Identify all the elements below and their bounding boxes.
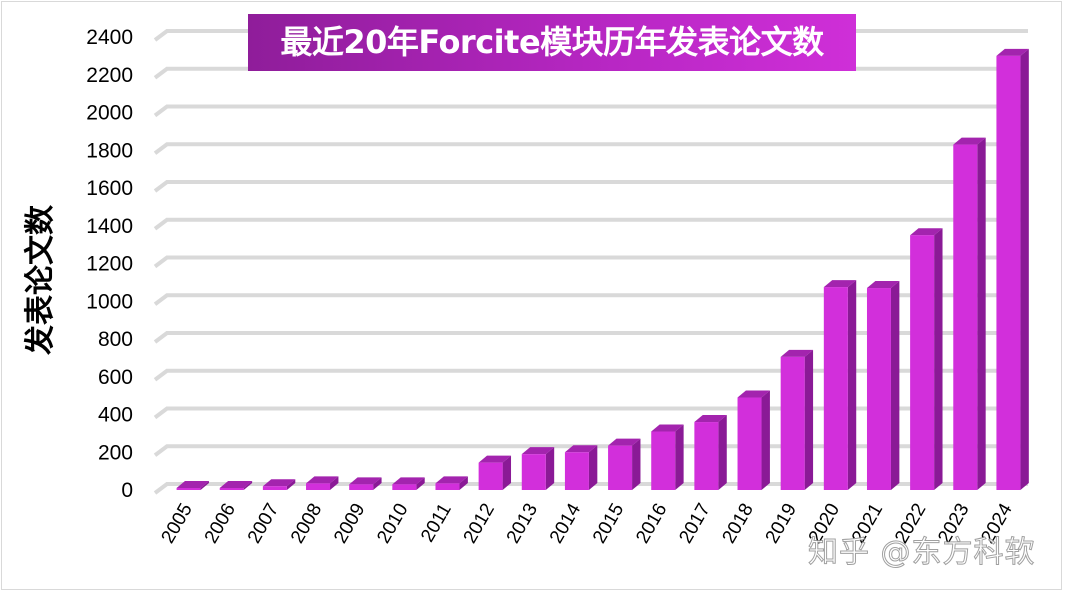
y-tick-label: 400 [98, 404, 133, 427]
x-tick-label: 2017 [675, 500, 714, 547]
bar-2010 [392, 477, 425, 490]
bar-2011 [435, 476, 468, 490]
gridline [153, 255, 1028, 269]
bar-2024 [996, 48, 1029, 490]
bar-2009 [349, 477, 382, 490]
x-tick-label: 2008 [287, 500, 326, 547]
bar-2006 [219, 481, 253, 490]
bar-2021 [866, 281, 900, 490]
x-tick-label: 2012 [460, 500, 499, 547]
bar-2016 [651, 424, 684, 490]
gridline [153, 217, 1028, 231]
x-tick-label: 2010 [373, 500, 412, 547]
y-tick-label: 200 [98, 441, 133, 464]
bar-2019 [780, 349, 814, 490]
gridline [153, 142, 1028, 155]
x-tick-label: 2005 [158, 500, 197, 547]
y-tick-label: 2000 [86, 102, 133, 125]
gridline [153, 180, 1028, 193]
bar-2012 [478, 455, 512, 490]
x-tick-label: 2007 [244, 500, 283, 547]
x-tick-label: 2011 [417, 500, 456, 546]
bar-2013 [521, 447, 555, 490]
y-tick-label: 800 [98, 328, 133, 351]
y-tick-label: 2400 [86, 26, 133, 49]
y-tick-label: 2200 [86, 64, 133, 87]
x-tick-label: 2019 [762, 500, 801, 547]
x-tick-label: 2006 [201, 500, 240, 547]
x-tick-label: 2016 [632, 500, 671, 547]
y-tick-label: 1800 [86, 139, 133, 162]
y-tick-label: 0 [121, 479, 133, 502]
y-tick-label: 1200 [86, 253, 133, 276]
gridline [153, 104, 1028, 118]
gridline [153, 331, 1028, 344]
bar-2005 [176, 481, 209, 490]
x-tick-label: 2018 [719, 500, 758, 547]
y-tick-label: 1400 [86, 215, 133, 238]
x-tick-label: 2014 [546, 500, 586, 547]
bar-2018 [737, 390, 770, 490]
bar-2008 [306, 476, 339, 490]
bar-2015 [608, 438, 641, 490]
y-tick-label: 1600 [86, 177, 133, 200]
x-tick-label: 2015 [589, 500, 628, 547]
y-tick-label: 1000 [86, 290, 133, 313]
bar-2014 [564, 445, 598, 490]
x-tick-label: 2009 [330, 500, 369, 547]
y-tick-label: 600 [98, 366, 133, 389]
watermark: 知乎 @东方科软 [808, 535, 1036, 571]
gridline [153, 368, 1028, 382]
bar-2007 [262, 479, 296, 490]
bar-2017 [694, 415, 727, 490]
bar-2023 [953, 137, 986, 490]
x-tick-label: 2013 [503, 500, 542, 547]
chart-title: 最近20年Forcite模块历年发表论文数 [248, 14, 856, 71]
bar-2022 [910, 228, 943, 490]
bar-2020 [823, 280, 857, 490]
gridline [153, 293, 1028, 306]
